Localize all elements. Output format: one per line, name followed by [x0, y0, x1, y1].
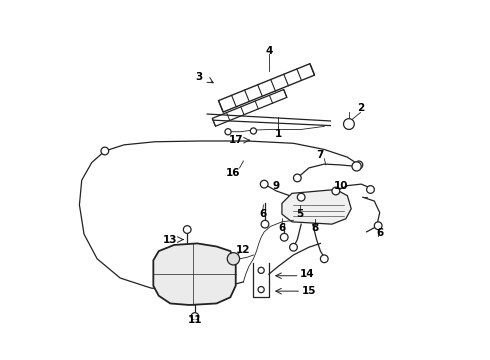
Text: 14: 14	[300, 269, 315, 279]
Circle shape	[258, 287, 264, 293]
Circle shape	[320, 255, 328, 263]
Text: 5: 5	[296, 209, 303, 219]
Circle shape	[280, 233, 288, 241]
Circle shape	[355, 161, 363, 169]
Text: 7: 7	[317, 150, 324, 160]
Circle shape	[352, 162, 361, 171]
Circle shape	[225, 129, 231, 135]
Circle shape	[183, 226, 191, 233]
Polygon shape	[282, 189, 351, 224]
Circle shape	[261, 220, 269, 228]
Circle shape	[297, 193, 305, 201]
Circle shape	[290, 243, 297, 251]
Text: 17: 17	[228, 135, 243, 145]
Text: 9: 9	[273, 181, 280, 191]
Text: 13: 13	[163, 235, 177, 244]
Circle shape	[294, 174, 301, 182]
Text: 16: 16	[226, 167, 241, 177]
Circle shape	[332, 187, 340, 195]
Circle shape	[250, 128, 257, 134]
Text: 6: 6	[259, 209, 266, 219]
Text: 11: 11	[188, 315, 202, 325]
Circle shape	[343, 119, 354, 130]
Text: 8: 8	[312, 223, 318, 233]
Circle shape	[260, 180, 268, 188]
Text: 6: 6	[278, 223, 286, 233]
Text: 3: 3	[195, 72, 202, 82]
Text: 12: 12	[236, 244, 251, 255]
Text: 6: 6	[376, 228, 383, 238]
Polygon shape	[153, 243, 236, 305]
Circle shape	[258, 267, 264, 274]
Text: 4: 4	[265, 46, 272, 56]
Circle shape	[374, 222, 382, 230]
Circle shape	[367, 186, 374, 193]
Circle shape	[227, 253, 240, 265]
Circle shape	[101, 147, 109, 155]
Circle shape	[191, 313, 199, 320]
Text: 2: 2	[357, 103, 364, 113]
Text: 15: 15	[302, 286, 316, 296]
Text: 1: 1	[274, 129, 282, 139]
Text: 10: 10	[334, 181, 348, 191]
